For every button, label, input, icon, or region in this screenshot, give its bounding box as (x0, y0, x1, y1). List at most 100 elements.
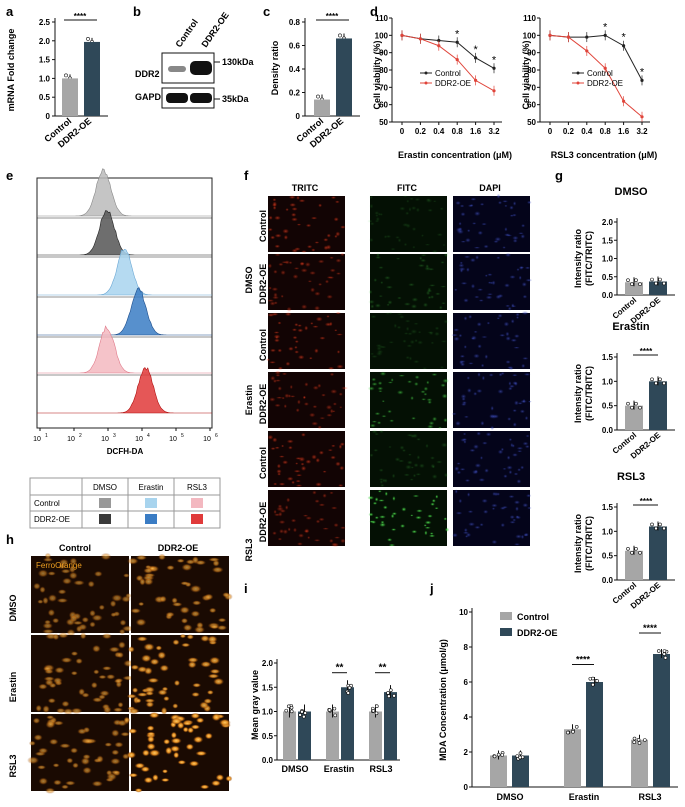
panel-f-cell (296, 195, 300, 200)
panel-f-cell (379, 212, 383, 216)
panel-f-cell (371, 382, 378, 386)
panel-f-cell (330, 455, 336, 460)
panel-f-cell (329, 538, 334, 543)
panel-f-cell (422, 302, 429, 308)
panel-f-cell (293, 527, 297, 533)
panel-label-i: i (244, 581, 248, 596)
panel-i-bar (283, 711, 296, 760)
panel-f-cell (285, 505, 289, 510)
panel-e-histogram (37, 367, 212, 414)
panel-g-dot (662, 281, 666, 286)
panel-f-cell (479, 202, 485, 206)
panel-f-cell (431, 499, 436, 503)
panel-h-cell (37, 569, 49, 578)
panel-g-ytick-label: 1.0 (602, 377, 614, 386)
panel-e-xtick-exp: 6 (215, 433, 218, 439)
panel-g-title: DMSO (615, 186, 648, 198)
panel-f-cell (521, 282, 527, 287)
panel-d-point (566, 35, 571, 39)
panel-g-bar (649, 281, 667, 295)
panel-f-cell (482, 441, 488, 445)
panel-j-legend-swatch-oe (500, 628, 512, 636)
panel-f-cell (323, 245, 329, 251)
panel-e-xtick-label: 10 (135, 436, 143, 443)
panel-label-a: a (6, 4, 14, 19)
panel-f-cell (467, 510, 474, 514)
panel-f-cell (438, 426, 442, 429)
panel-j-dot (632, 740, 637, 745)
panel-i-dot (298, 713, 302, 717)
panel-f-cell (419, 256, 423, 261)
panel-i-cat-dmso: DMSO (282, 764, 309, 774)
panel-f-cell (367, 219, 373, 223)
panel-h-cell (53, 779, 62, 786)
panel-h-cell (65, 780, 76, 786)
panel-f-cell (459, 261, 463, 265)
panel-f-cell (414, 197, 421, 202)
panel-f-cell (340, 225, 346, 229)
panel-f-cell (286, 439, 294, 444)
panel-f-cell (287, 476, 294, 481)
panel-f-image (453, 372, 530, 428)
panel-f-cell (442, 378, 450, 384)
panel-j-dot (632, 736, 637, 741)
panel-i-ytick-label: 0.5 (262, 732, 274, 741)
panel-label-d: d (370, 4, 378, 19)
panel-f-cell (460, 212, 466, 217)
panel-f-cell (468, 522, 475, 527)
panel-j-sig: **** (576, 655, 591, 665)
panel-h-cell (207, 673, 220, 679)
panel-f-cell (335, 258, 342, 263)
panel-h-cell (70, 747, 79, 754)
panel-f-cell (455, 420, 461, 426)
panel-e-tr-control: Control (34, 499, 60, 508)
panel-f-cell (463, 415, 469, 418)
panel-f-cell (458, 221, 462, 226)
panel-h-cell (28, 740, 36, 746)
panel-f-cell (266, 358, 270, 362)
panel-f-cell (477, 230, 483, 235)
panel-f-cell (435, 292, 441, 296)
panel-h-cell (47, 571, 56, 576)
panel-h-cell (170, 717, 183, 725)
panel-f-cell (497, 389, 504, 394)
panel-h-cell (211, 780, 221, 787)
panel-e-histogram (37, 248, 212, 296)
panel-f-cell (273, 269, 278, 274)
panel-g-dot (630, 282, 634, 287)
panel-f-cell (293, 469, 301, 473)
panel-f-cell (322, 470, 327, 473)
panel-d-legend-left: Control DDR2-OE (420, 69, 471, 88)
panel-f-cell (408, 283, 415, 287)
panel-h-cell (116, 651, 124, 659)
panel-f-image (453, 196, 530, 252)
panel-h-cell (126, 751, 137, 759)
panel-f-cell (428, 534, 436, 538)
panel-d-sig: * (640, 66, 645, 78)
panel-h-cell (87, 580, 95, 588)
panel-d-ytick-label: 70 (527, 83, 536, 92)
panel-f-cell (339, 406, 343, 409)
panel-f-cell (470, 257, 476, 263)
panel-f-cell (374, 303, 382, 308)
panel-f-cell (424, 526, 431, 529)
panel-i-ytick-label: 0.0 (262, 756, 274, 765)
panel-f-cell (314, 499, 320, 503)
panel-a-ytick-label: 1.0 (39, 74, 51, 83)
panel-h-cell (208, 557, 220, 562)
panel-f-group-dmso: DMSO (244, 267, 254, 294)
panel-h-cell (93, 669, 100, 675)
panel-f-cell (297, 324, 302, 327)
panel-label-h: h (6, 532, 14, 547)
panel-d-point (474, 78, 478, 82)
panel-f-cell (439, 207, 444, 211)
panel-h-cell (188, 760, 200, 767)
panel-f-cell (479, 523, 484, 527)
panel-f-cell (502, 506, 508, 509)
panel-h-cell (147, 677, 160, 684)
panel-f-cell (512, 374, 518, 377)
panel-e-xtick-exp: 5 (181, 433, 184, 439)
panel-d-xtick-label: 0.2 (415, 127, 427, 136)
panel-h-cell (182, 720, 193, 726)
panel-f-cell (291, 518, 297, 523)
